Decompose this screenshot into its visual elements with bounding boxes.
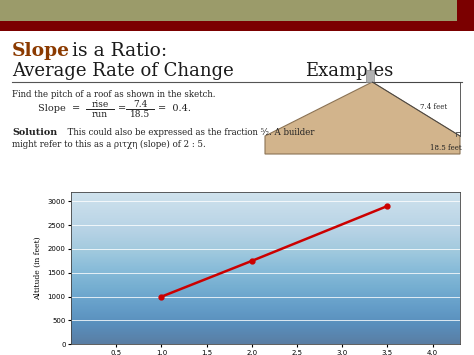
Y-axis label: Altitude (in feet): Altitude (in feet) — [34, 236, 42, 300]
Text: might refer to this as a ριτχη (slope) of 2 : 5.: might refer to this as a ριτχη (slope) o… — [12, 140, 206, 149]
Text: =  0.4.: = 0.4. — [158, 104, 191, 113]
Text: 7.4 feet: 7.4 feet — [420, 103, 447, 111]
Text: 18.5 feet: 18.5 feet — [430, 144, 462, 152]
Text: =: = — [118, 104, 126, 113]
Text: 7.4: 7.4 — [133, 100, 147, 109]
Bar — [366, 70, 374, 82]
Text: rise: rise — [91, 100, 109, 109]
Text: 18.5: 18.5 — [130, 110, 150, 119]
Text: is a Ratio:: is a Ratio: — [66, 42, 167, 60]
Polygon shape — [265, 82, 460, 154]
Text: run: run — [92, 110, 108, 119]
Text: Slope  =: Slope = — [38, 104, 80, 113]
Text: Solution: Solution — [12, 128, 57, 137]
Text: Find the pitch of a roof as shown in the sketch.: Find the pitch of a roof as shown in the… — [12, 90, 216, 99]
Text: This could also be expressed as the fraction ⁵⁄₂. A builder: This could also be expressed as the frac… — [62, 128, 315, 137]
Text: Average Rate of Change: Average Rate of Change — [12, 62, 234, 80]
Text: Slope: Slope — [12, 42, 70, 60]
Text: Examples: Examples — [305, 62, 393, 80]
